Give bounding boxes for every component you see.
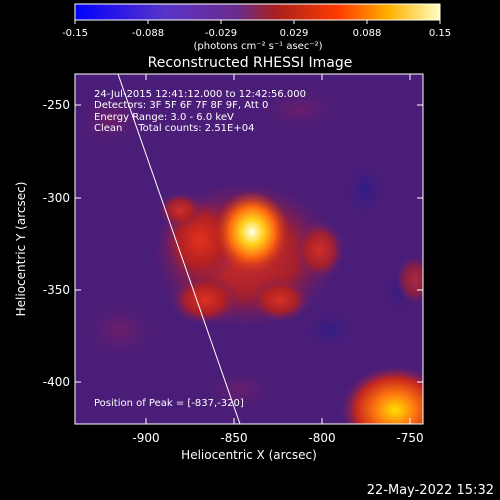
colorbar-tick-label: -0.029 [205,28,237,39]
colorbar-tick-label: 0.088 [353,28,382,39]
y-tick-label: -300 [43,191,70,205]
x-tick-label: -800 [308,431,335,445]
solar-limb-line [117,74,241,424]
x-tick-label: -900 [132,431,159,445]
peak-source [214,190,290,274]
colorbar-ticks [74,20,441,24]
secondary-source [340,365,423,424]
y-tick-label: -250 [43,98,70,112]
colorbar-tick-label: 0.029 [280,28,309,39]
colorbar [75,4,440,20]
colorbar-unit-label: (photons cm⁻² s⁻¹ asec⁻²) [193,41,322,52]
y-tick-label: -350 [43,283,70,297]
colorbar-tick-label: -0.088 [132,28,164,39]
x-axis-ticks [145,74,411,424]
plot-title: Reconstructed RHESSI Image [148,55,353,71]
rhessi-image [75,74,423,424]
colorbar-tick-label: 0.15 [429,28,451,39]
info-energy-range: Energy Range: 3.0 - 6.0 keV [94,112,234,123]
colorbar-tick-label: -0.15 [62,28,88,39]
y-axis-label: Heliocentric Y (arcsec) [14,182,28,317]
info-detectors: Detectors: 3F 5F 6F 7F 8F 9F, Att 0 [94,100,268,111]
info-clean-counts: Clean Total counts: 2.51E+04 [94,123,254,134]
footer-date: 22-May-2022 15:32 [367,483,494,498]
peak-position-label: Position of Peak = [-837,-320] [94,398,244,409]
x-tick-label: -750 [396,431,423,445]
x-tick-label: -850 [220,431,247,445]
y-axis-ticks [75,104,423,383]
x-axis-label: Heliocentric X (arcsec) [181,448,317,462]
info-time-range: 24-Jul-2015 12:41:12.000 to 12:42:56.000 [94,89,306,100]
plot-frame [74,73,424,425]
y-tick-label: -400 [43,375,70,389]
